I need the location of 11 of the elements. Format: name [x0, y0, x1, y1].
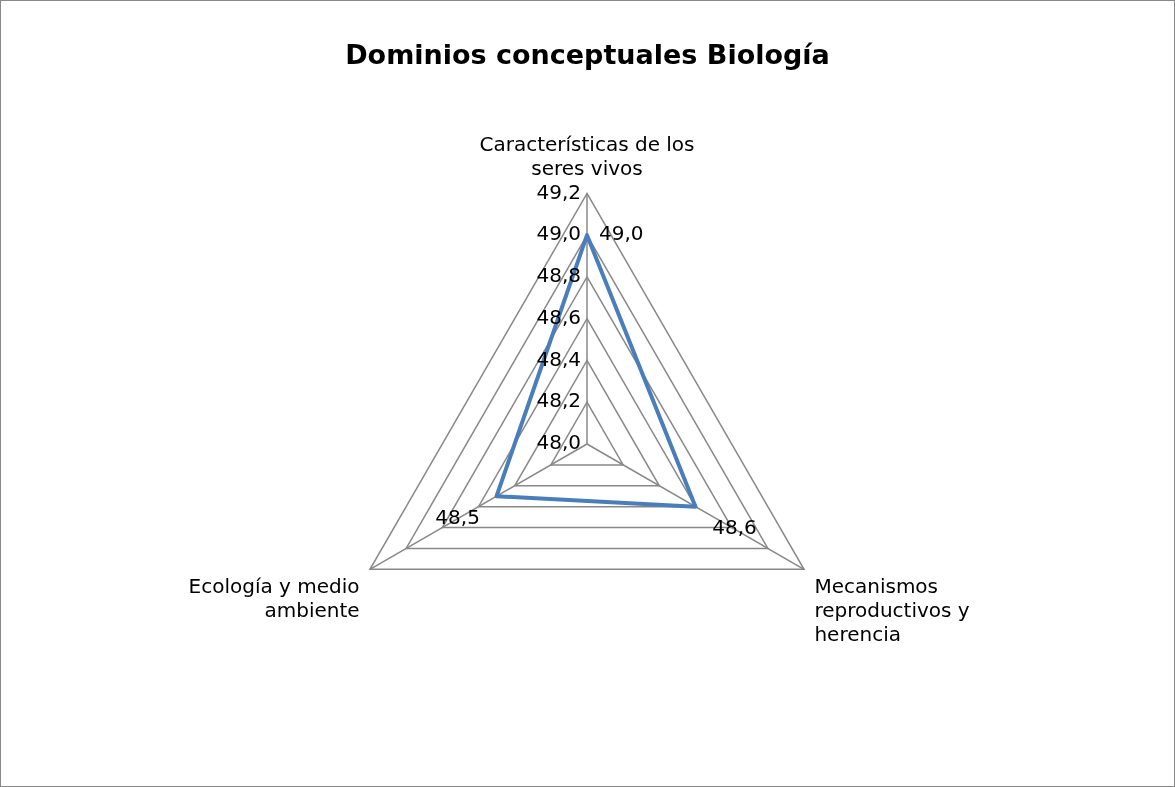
- text: 49,0: [599, 221, 644, 246]
- spoke-label: Mecanismos reproductivos y herencia: [814, 573, 970, 646]
- spoke-label: Ecología y medio ambiente: [188, 573, 360, 622]
- y-tick-label: 48,2: [536, 388, 581, 413]
- text: 48,5: [435, 504, 480, 529]
- text: 48,6: [712, 515, 757, 540]
- y-tick-label: 48,0: [536, 430, 581, 455]
- spoke-label: Características de los seres vivos: [479, 131, 695, 180]
- chart-title: Dominios conceptuales Biología: [345, 39, 830, 71]
- y-tick-label: 49,2: [536, 179, 581, 204]
- y-tick-label: 49,0: [536, 221, 581, 246]
